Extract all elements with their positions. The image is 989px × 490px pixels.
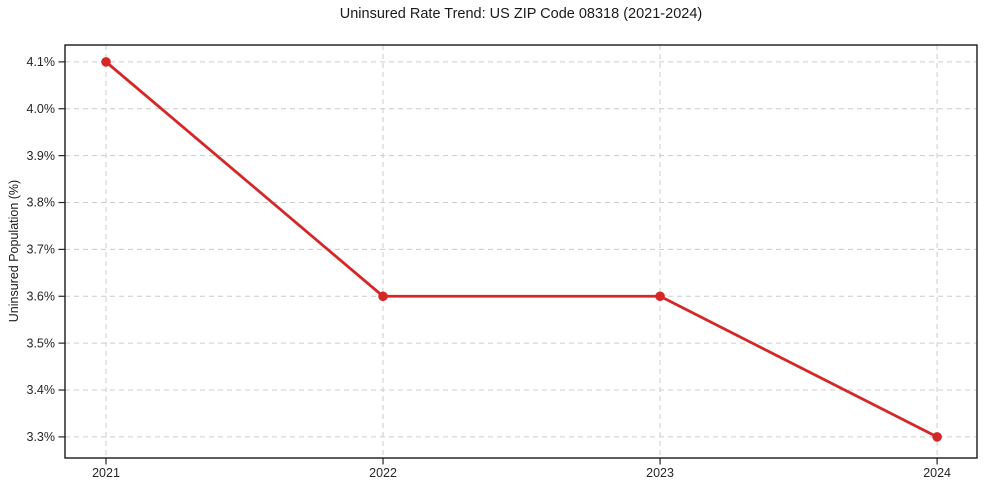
y-tick-label: 3.9% xyxy=(27,149,56,163)
y-tick-label: 3.5% xyxy=(27,336,56,350)
y-tick-label: 3.4% xyxy=(27,383,56,397)
data-point-marker xyxy=(932,432,942,442)
y-tick-label: 3.7% xyxy=(27,243,56,257)
y-tick-label: 3.8% xyxy=(27,196,56,210)
y-tick-label: 4.1% xyxy=(27,55,56,69)
x-tick-label: 2021 xyxy=(92,466,120,480)
x-tick-label: 2024 xyxy=(923,466,951,480)
gridlines xyxy=(65,45,977,458)
tick-marks xyxy=(58,61,938,465)
data-point-marker xyxy=(655,291,665,302)
tick-labels: 3.3% 3.4% 3.5% 3.6% 3.7% 3.8% 3.9% 4.0% 4.1% 2021… xyxy=(27,55,952,480)
y-tick-label: 4.0% xyxy=(27,102,56,116)
x-tick-label: 2023 xyxy=(646,466,674,480)
y-tick-label: 3.3% xyxy=(27,430,56,444)
series xyxy=(101,57,942,442)
series-line xyxy=(104,60,939,439)
data-point-marker xyxy=(378,291,388,302)
x-tick-label: 2022 xyxy=(369,466,397,480)
plot-border xyxy=(64,44,978,459)
y-tick-label: 3.6% xyxy=(27,289,56,303)
chart-title: Uninsured Rate Trend: US ZIP Code 08318 … xyxy=(339,6,703,22)
data-point-marker xyxy=(101,57,111,67)
